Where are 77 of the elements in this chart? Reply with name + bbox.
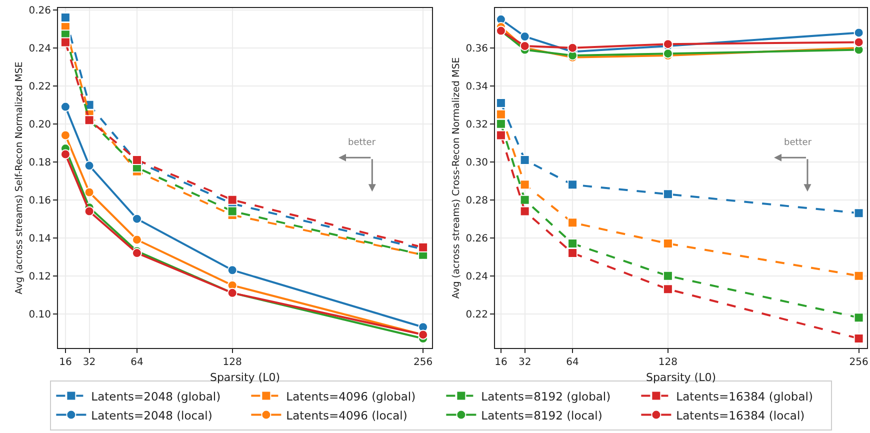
y-tick-label: 0.36	[466, 43, 488, 54]
y-axis-title: Avg (across streams) Self-Recon Normalized MSE	[14, 62, 25, 294]
x-axis-title: Sparsity (L0)	[646, 371, 716, 384]
x-tick-label: 32	[518, 357, 532, 368]
y-tick-label: 0.12	[28, 271, 51, 282]
y-tick-label: 0.32	[466, 119, 488, 130]
y-tick-label: 0.24	[28, 43, 51, 54]
point	[496, 118, 506, 129]
point	[854, 208, 864, 218]
legend-label: Latents=8192 (global)	[481, 389, 611, 404]
point	[227, 265, 238, 276]
y-tick-label: 0.26	[28, 5, 51, 16]
x-tick-label: 128	[658, 357, 678, 368]
point	[568, 180, 578, 190]
legend-label: Latents=2048 (global)	[91, 389, 221, 404]
point	[60, 37, 70, 48]
y-tick-label: 0.22	[28, 81, 51, 92]
point	[60, 12, 70, 22]
point	[227, 206, 238, 216]
x-tick-label: 16	[59, 357, 72, 368]
y-tick-label: 0.28	[466, 195, 488, 206]
point	[568, 42, 578, 53]
legend-label: Latents=2048 (local)	[91, 408, 212, 422]
point	[60, 149, 70, 160]
point	[568, 238, 578, 249]
x-tick-label: 128	[222, 357, 242, 368]
point	[496, 98, 506, 108]
x-tick-label: 16	[494, 357, 508, 368]
point	[854, 28, 864, 38]
point	[84, 187, 94, 198]
point	[496, 109, 506, 120]
y-tick-label: 0.24	[466, 271, 488, 282]
point	[854, 334, 864, 344]
legend-label: Latents=16384 (local)	[676, 408, 805, 422]
point	[60, 130, 70, 140]
y-tick-label: 0.10	[28, 309, 51, 320]
y-tick-label: 0.22	[466, 309, 488, 320]
x-tick-label: 32	[82, 357, 96, 368]
point	[132, 214, 142, 224]
x-tick-label: 256	[414, 357, 433, 368]
point	[662, 284, 673, 294]
legend-label: Latents=8192 (local)	[481, 408, 602, 422]
point	[132, 234, 142, 245]
legend-label: Latents=16384 (global)	[676, 389, 813, 404]
legend-label: Latents=4096 (local)	[286, 408, 408, 422]
y-tick-label: 0.20	[28, 119, 51, 130]
point	[662, 189, 673, 200]
y-axis-title: Avg (across streams) Cross-Recon Normalized MSE	[450, 57, 462, 299]
annotation: better	[784, 138, 812, 148]
x-tick-label: 64	[566, 357, 579, 368]
point	[568, 248, 578, 258]
y-tick-label: 0.14	[28, 233, 51, 244]
point	[854, 270, 864, 281]
y-tick-label: 0.34	[466, 81, 488, 92]
point	[496, 130, 506, 140]
point	[520, 194, 530, 205]
y-tick-label: 0.26	[466, 233, 488, 244]
x-tick-label: 256	[849, 357, 868, 368]
point	[520, 206, 530, 216]
y-tick-label: 0.18	[28, 157, 51, 168]
point	[662, 270, 673, 281]
point	[854, 312, 864, 323]
point	[520, 180, 530, 190]
point	[662, 238, 673, 249]
point	[60, 102, 70, 112]
x-axis-title: Sparsity (L0)	[210, 371, 280, 384]
x-tick-label: 64	[130, 357, 144, 368]
point	[568, 218, 578, 228]
annotation: better	[348, 138, 376, 148]
point	[84, 160, 94, 171]
point	[520, 31, 530, 42]
y-tick-label: 0.16	[28, 195, 51, 206]
y-tick-label: 0.30	[466, 157, 488, 168]
point	[520, 154, 530, 165]
point	[854, 37, 864, 48]
point	[84, 206, 94, 216]
legend-label: Latents=4096 (global)	[286, 389, 416, 404]
